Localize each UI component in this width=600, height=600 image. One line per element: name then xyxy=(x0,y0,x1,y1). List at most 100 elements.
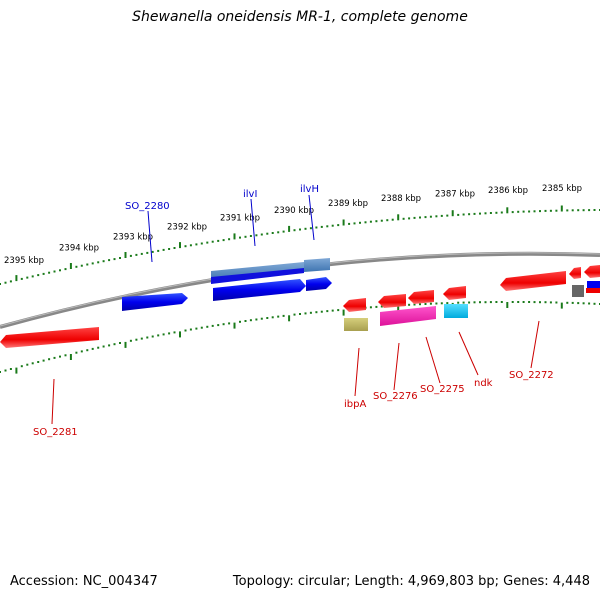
gene-ilvh-lower[interactable] xyxy=(306,277,332,291)
minor-tick xyxy=(402,217,405,220)
minor-tick xyxy=(31,275,34,278)
minor-tick xyxy=(304,227,307,230)
minor-tick xyxy=(217,239,220,242)
gene-ndk-arrow[interactable] xyxy=(443,286,466,300)
gene-so-2281[interactable] xyxy=(0,327,99,348)
major-tick xyxy=(124,341,127,348)
minor-tick xyxy=(86,349,89,352)
major-tick xyxy=(397,214,400,221)
minor-tick xyxy=(260,233,263,236)
minor-tick xyxy=(517,301,520,303)
minor-tick xyxy=(331,224,334,227)
minor-tick xyxy=(64,354,67,357)
minor-tick xyxy=(315,311,318,314)
major-tick xyxy=(560,205,563,212)
minor-tick xyxy=(473,212,476,215)
gene-far-right-blue[interactable] xyxy=(587,281,600,288)
minor-tick xyxy=(369,306,372,309)
gene-so-2275-arrow[interactable] xyxy=(408,290,434,304)
minor-tick xyxy=(200,326,203,329)
minor-tick xyxy=(135,253,138,256)
minor-tick xyxy=(489,212,492,214)
minor-tick xyxy=(375,305,378,308)
kbp-label: 2388 kbp xyxy=(381,194,421,204)
minor-tick xyxy=(20,365,23,368)
minor-tick xyxy=(380,305,383,308)
gene-so-2271[interactable] xyxy=(569,267,581,279)
minor-tick xyxy=(353,222,356,225)
kbp-label: 2395 kbp xyxy=(4,256,44,266)
inner-tick-marks xyxy=(0,301,600,374)
minor-tick xyxy=(484,212,487,215)
minor-tick xyxy=(462,301,465,304)
label-so-2276: SO_2276 xyxy=(373,391,418,402)
minor-tick xyxy=(391,218,394,221)
minor-tick xyxy=(277,231,280,234)
minor-tick xyxy=(266,317,269,319)
minor-tick xyxy=(555,301,558,304)
minor-tick xyxy=(206,241,209,244)
minor-tick xyxy=(413,216,416,219)
gene-so-2276[interactable] xyxy=(380,306,436,326)
minor-tick xyxy=(9,368,12,370)
minor-tick xyxy=(495,301,498,303)
minor-tick xyxy=(239,320,241,323)
minor-tick xyxy=(304,312,307,315)
minor-tick xyxy=(408,303,411,306)
minor-tick xyxy=(326,310,329,313)
gene-ndk[interactable] xyxy=(444,304,468,318)
gene-so-2276-arrow[interactable] xyxy=(378,294,406,308)
minor-tick xyxy=(457,213,460,216)
minor-tick xyxy=(195,243,198,246)
gene-ibpa-arrow[interactable] xyxy=(343,298,366,312)
label-so-2280: SO_2280 xyxy=(125,201,170,212)
minor-tick xyxy=(189,244,192,247)
minor-tick xyxy=(102,345,105,348)
minor-tick xyxy=(571,301,574,304)
major-tick xyxy=(451,210,454,217)
gene-ilvi[interactable] xyxy=(211,268,304,284)
kbp-labels: 2395 kbp 2394 kbp 2393 kbp 2392 kbp 2391 kbp… xyxy=(4,184,582,266)
minor-tick xyxy=(533,210,536,213)
minor-tick xyxy=(528,301,531,303)
label-leaders xyxy=(51,194,540,425)
minor-tick xyxy=(588,302,591,305)
kbp-label: 2391 kbp xyxy=(220,214,260,224)
minor-tick xyxy=(80,350,83,353)
gene-so-2272[interactable] xyxy=(500,271,566,291)
minor-tick xyxy=(588,209,591,212)
minor-tick xyxy=(468,301,471,304)
minor-tick xyxy=(80,264,83,267)
minor-tick xyxy=(299,228,301,231)
minor-tick xyxy=(129,254,132,257)
map-title: Shewanella oneidensis MR-1, complete gen… xyxy=(132,9,468,25)
minor-tick xyxy=(91,262,94,265)
gene-ilvh[interactable] xyxy=(304,258,330,272)
minor-tick xyxy=(53,356,56,359)
minor-tick xyxy=(59,355,61,358)
minor-tick xyxy=(42,272,45,275)
minor-tick xyxy=(244,320,247,322)
major-tick xyxy=(15,367,18,374)
minor-tick xyxy=(489,301,492,304)
gene-so-2270[interactable] xyxy=(584,265,600,278)
gene-ilvi-lower[interactable] xyxy=(213,279,306,301)
kbp-label: 2390 kbp xyxy=(274,206,314,216)
gene-so-2280[interactable] xyxy=(122,293,188,311)
minor-tick xyxy=(211,240,214,243)
minor-tick xyxy=(435,215,438,218)
gene-far-right-gray[interactable] xyxy=(572,285,584,297)
minor-tick xyxy=(528,210,531,213)
minor-tick xyxy=(500,211,503,214)
kbp-label: 2387 kbp xyxy=(435,189,475,199)
minor-tick xyxy=(173,247,176,249)
gene-far-right-red[interactable] xyxy=(586,288,600,293)
gene-ibpa[interactable] xyxy=(344,318,368,331)
minor-tick xyxy=(239,236,241,239)
minor-tick xyxy=(424,303,427,305)
minor-tick xyxy=(282,230,285,233)
minor-tick xyxy=(140,252,143,255)
minor-tick xyxy=(200,242,203,245)
major-tick xyxy=(69,354,72,360)
minor-tick xyxy=(222,323,225,326)
